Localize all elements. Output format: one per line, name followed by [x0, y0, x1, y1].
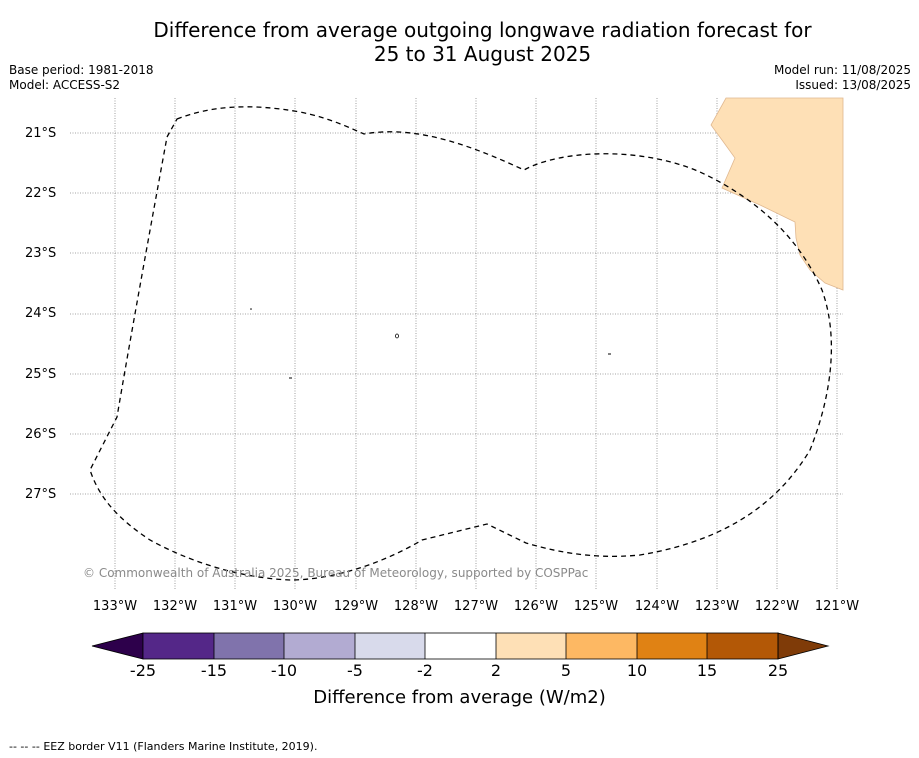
lon-label: 129°W	[333, 599, 379, 614]
gridlines	[70, 98, 843, 590]
lat-label: 27°S	[25, 487, 57, 502]
lon-label: 133°W	[92, 599, 138, 614]
colorbar-bin	[707, 633, 778, 659]
colorbar	[91, 632, 830, 660]
run-info: Model run: 11/08/2025 Issued: 13/08/2025	[774, 63, 911, 93]
lat-label: 22°S	[25, 186, 57, 201]
eez-legend-text: EEZ border V11 (Flanders Marine Institut…	[43, 740, 318, 753]
island-marker	[395, 333, 399, 339]
anomaly-region	[710, 97, 844, 291]
model-run: Model run: 11/08/2025	[773, 63, 911, 77]
colorbar-tick: -5	[347, 661, 363, 680]
colorbar-tick: 5	[560, 661, 572, 680]
lon-label: 131°W	[212, 599, 258, 614]
colorbar-tick: -15	[200, 661, 228, 680]
colorbar-bin	[496, 633, 566, 659]
colorbar-title: Difference from average (W/m2)	[313, 687, 606, 708]
colorbar-bin	[355, 633, 425, 659]
lat-label: 24°S	[25, 306, 57, 321]
eez-border	[89, 106, 833, 581]
colorbar-arrow-high	[777, 632, 830, 660]
colorbar-bin	[637, 633, 707, 659]
colorbar-tick: -25	[129, 661, 157, 680]
colorbar-tick: 2	[490, 661, 502, 680]
lat-label: 26°S	[25, 427, 57, 442]
lon-label: 123°W	[694, 599, 740, 614]
map-title: Difference from average outgoing longwav…	[0, 18, 919, 66]
lon-label: 130°W	[272, 599, 318, 614]
title-line-2: 25 to 31 August 2025	[373, 42, 592, 66]
colorbar-tick: -2	[417, 661, 433, 680]
base-period: Base period: 1981-2018	[9, 63, 154, 77]
colorbar-bin	[284, 633, 355, 659]
model-name: Model: ACCESS-S2	[9, 78, 121, 92]
island-marker	[250, 308, 252, 310]
copyright-notice: © Commonwealth of Australia 2025, Bureau…	[83, 566, 589, 580]
eez-legend: -- -- -- EEZ border V11 (Flanders Marine…	[9, 740, 317, 753]
colorbar-tick: 10	[626, 661, 648, 680]
colorbar-tick: -10	[270, 661, 298, 680]
lon-label: 126°W	[513, 599, 559, 614]
lon-label: 132°W	[152, 599, 198, 614]
colorbar-frame	[142, 632, 779, 660]
lon-label: 122°W	[754, 599, 800, 614]
title-line-1: Difference from average outgoing longwav…	[153, 18, 812, 42]
lon-label: 121°W	[814, 599, 860, 614]
colorbar-bin	[425, 633, 496, 659]
colorbar-tick: 25	[767, 661, 789, 680]
lon-label: 128°W	[393, 599, 439, 614]
lon-label: 125°W	[573, 599, 619, 614]
colorbar-bin	[566, 633, 637, 659]
lon-label: 124°W	[634, 599, 680, 614]
eez-legend-marker: -- -- --	[9, 740, 40, 753]
colorbar-bin	[214, 633, 284, 659]
colorbar-bin	[143, 633, 214, 659]
lat-label: 25°S	[25, 367, 57, 382]
issued-date: Issued: 13/08/2025	[795, 78, 911, 92]
lat-label: 23°S	[25, 246, 57, 261]
lon-label: 127°W	[453, 599, 499, 614]
colorbar-tick: 15	[696, 661, 718, 680]
colorbar-arrow-low	[91, 632, 144, 660]
model-info: Base period: 1981-2018 Model: ACCESS-S2	[9, 63, 154, 93]
lat-label: 21°S	[25, 126, 57, 141]
